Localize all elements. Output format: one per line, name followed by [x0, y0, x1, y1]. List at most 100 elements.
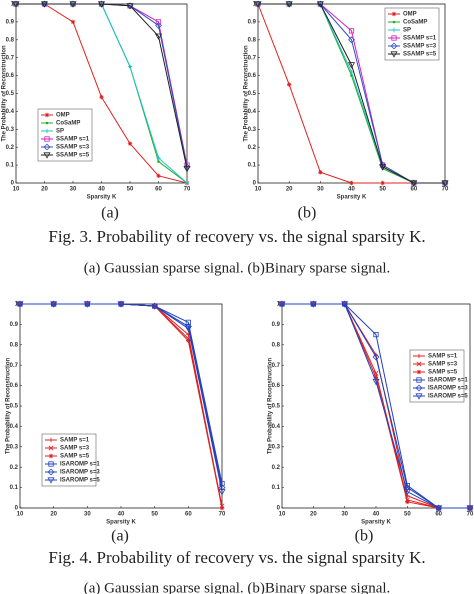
x-tick-label: 60 — [410, 187, 417, 193]
marker — [183, 163, 191, 171]
marker — [155, 19, 162, 25]
y-tick-label: 0.4 — [6, 109, 15, 115]
x-tick-label: 60 — [155, 187, 162, 193]
marker — [12, 1, 20, 8]
y-axis-label: The Probability of Reconstruction — [268, 357, 274, 454]
y-tick-label: 0.8 — [10, 342, 19, 348]
marker — [285, 1, 293, 8]
y-tick-label: 0.2 — [10, 465, 19, 471]
legend-marker — [416, 377, 422, 383]
legend-label: SAMP s=1 — [428, 354, 458, 360]
y-tick-label: 0.1 — [248, 163, 257, 169]
marker — [309, 301, 317, 308]
legend-label: SSAMP s=5 — [56, 153, 90, 159]
legend-marker — [416, 353, 422, 359]
y-tick-label: 0.8 — [6, 37, 15, 43]
marker — [40, 1, 49, 8]
legend-label: CoSaMP — [403, 20, 427, 26]
legend-marker — [391, 27, 397, 33]
x-tick-label: 30 — [84, 512, 91, 518]
y-tick-label: 0.5 — [6, 91, 15, 97]
y-tick-label: 0.5 — [10, 404, 19, 410]
x-tick-label: 40 — [348, 187, 355, 193]
x-tick-label: 10 — [279, 512, 286, 518]
legend-label: SSAMP s=1 — [56, 137, 90, 143]
marker — [405, 499, 410, 505]
legend-label: SSAMP s=3 — [56, 145, 90, 151]
caption-title: Fig. 3. Probability of recovery vs. the … — [48, 227, 425, 246]
y-tick-label: 0.7 — [248, 55, 257, 61]
legend-marker — [391, 35, 397, 41]
y-tick-label: 0.1 — [10, 485, 19, 491]
y-axis-label: The Probability of Reconstruction — [244, 45, 250, 142]
legend-label: SP — [403, 28, 411, 34]
y-tick-label: 0.2 — [272, 465, 281, 471]
marker — [99, 94, 104, 100]
caption-title: Fig. 4. Probability of recovery vs. the … — [48, 548, 425, 567]
y-tick-label: 0.9 — [272, 322, 281, 328]
x-tick-label: 50 — [404, 512, 411, 518]
legend-marker — [47, 477, 55, 484]
y-axis-label: The Probability of Reconstruction — [2, 45, 8, 142]
legend-label: SP — [56, 129, 64, 135]
legend-marker — [415, 384, 423, 392]
series-line — [282, 303, 470, 509]
legend-marker — [43, 152, 51, 159]
y-tick-label: 1 — [253, 2, 257, 8]
x-tick-label: 50 — [151, 512, 158, 518]
caption-sub: (a) Gaussian sparse signal. (b)Binary sp… — [84, 260, 391, 276]
marker — [435, 505, 443, 512]
legend-marker — [416, 361, 422, 367]
series-line — [258, 3, 445, 184]
x-tick-label: 70 — [219, 512, 226, 518]
marker — [373, 375, 379, 380]
x-tick-label: 10 — [17, 512, 24, 518]
legend-label: ISAROMP s=5 — [60, 478, 100, 484]
legend-label: SSAMP s=3 — [403, 44, 437, 50]
x-axis-label: Sparsity K — [106, 520, 136, 526]
y-tick-label: 0.9 — [6, 19, 15, 25]
panel-label: (a) — [101, 205, 119, 222]
y-tick-label: 0.4 — [272, 424, 281, 430]
marker — [380, 180, 385, 186]
marker — [151, 303, 159, 310]
legend-marker — [48, 437, 54, 443]
legend-label: SAMP s=3 — [60, 446, 90, 452]
x-tick-label: 20 — [41, 187, 48, 193]
marker — [184, 325, 192, 333]
x-tick-label: 60 — [435, 512, 442, 518]
x-tick-label: 20 — [50, 512, 57, 518]
series-line — [20, 303, 223, 492]
legend-box — [37, 108, 93, 162]
legend-label: SSAMP s=5 — [403, 52, 437, 58]
marker — [379, 164, 387, 171]
y-tick-label: 1 — [277, 302, 281, 308]
y-tick-label: 0.6 — [10, 383, 19, 389]
marker — [372, 378, 380, 386]
y-tick-label: 0 — [11, 181, 15, 187]
legend-box — [41, 433, 97, 487]
legend-label: ISAROMP s=1 — [60, 462, 100, 468]
x-tick-label: 70 — [467, 512, 474, 518]
marker — [348, 28, 355, 34]
caption-sub: (a) Gaussian sparse signal. (b)Binary sp… — [84, 580, 391, 594]
y-tick-label: 0.3 — [272, 444, 281, 450]
x-tick-label: 50 — [379, 187, 386, 193]
x-tick-label: 40 — [373, 512, 380, 518]
legend-marker — [48, 445, 54, 451]
y-tick-label: 0 — [15, 506, 19, 512]
legend-marker — [44, 128, 50, 134]
legend-marker — [391, 11, 397, 17]
y-axis-label: The Probability of Reconstruction — [6, 357, 12, 454]
legend-marker — [43, 143, 51, 151]
y-tick-label: 0 — [253, 181, 257, 187]
marker — [403, 489, 411, 496]
legend-label: SAMP s=5 — [428, 370, 458, 376]
y-tick-label: 0.7 — [6, 55, 15, 61]
marker — [184, 180, 190, 186]
marker — [154, 33, 163, 40]
legend-label: CoSaMP — [56, 121, 80, 127]
y-tick-label: 0.3 — [10, 444, 19, 450]
marker — [466, 505, 474, 512]
marker — [155, 22, 162, 29]
